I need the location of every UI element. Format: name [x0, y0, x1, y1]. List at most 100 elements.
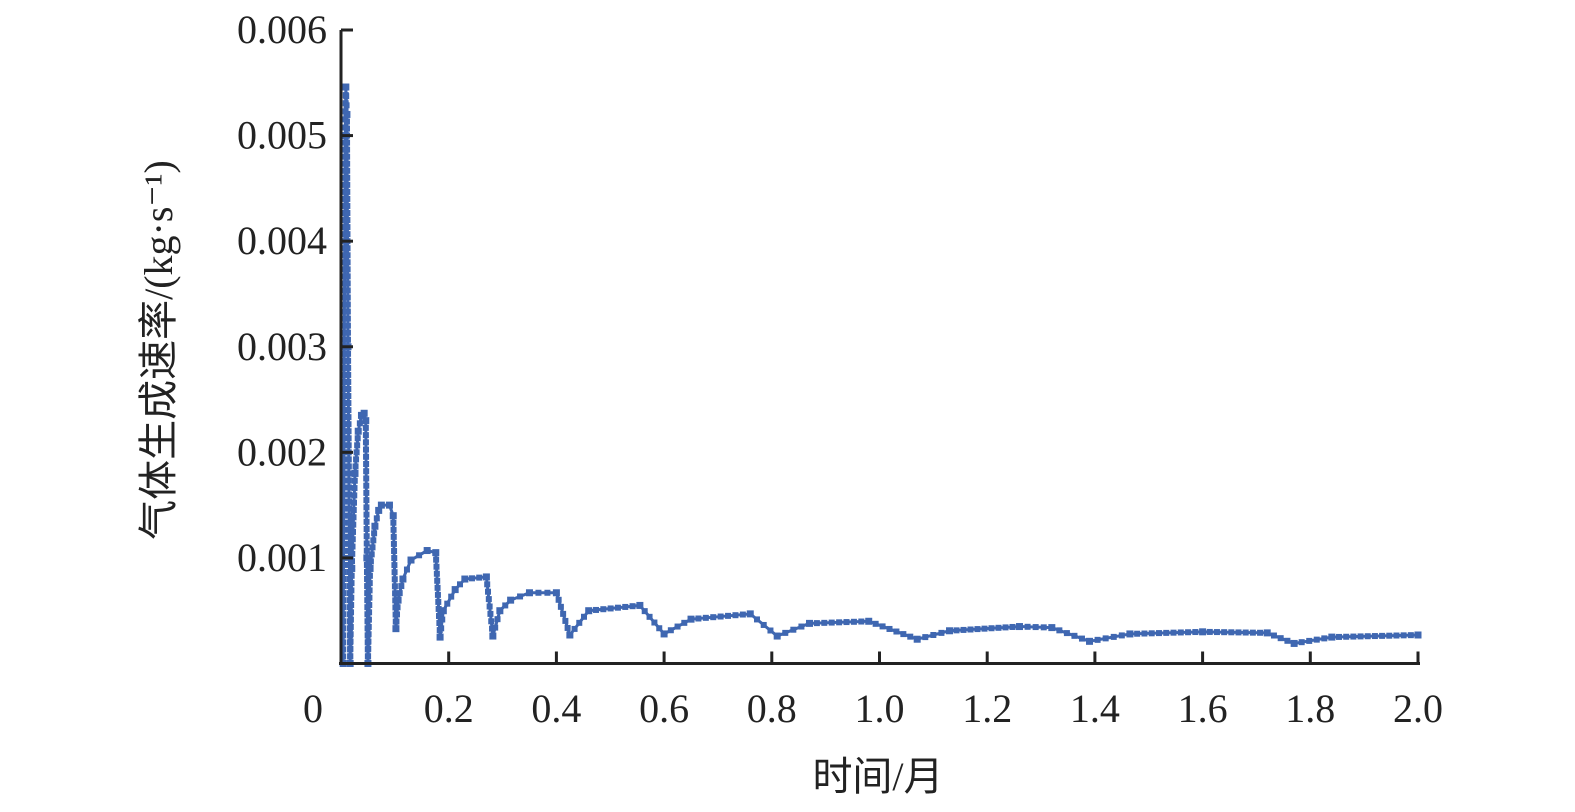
- series-marker: [391, 576, 398, 583]
- series-marker: [365, 645, 372, 652]
- series-marker: [341, 287, 348, 294]
- data-point: [496, 607, 504, 615]
- series-marker: [717, 613, 724, 620]
- series-marker: [345, 393, 352, 400]
- series-marker: [651, 619, 658, 626]
- series-marker: [502, 602, 509, 609]
- series-marker: [725, 612, 732, 619]
- data-point: [1016, 623, 1024, 631]
- series-marker: [343, 93, 350, 100]
- data-point: [1328, 633, 1336, 641]
- series-marker: [356, 420, 363, 427]
- series-marker: [340, 470, 347, 477]
- series-marker: [345, 484, 352, 491]
- series-marker: [344, 329, 351, 336]
- series-marker: [341, 301, 348, 308]
- series-marker: [347, 616, 354, 623]
- series-marker: [607, 605, 614, 612]
- series-marker: [930, 631, 937, 638]
- series-marker: [371, 530, 378, 537]
- series-marker: [340, 505, 347, 512]
- series-marker: [344, 315, 351, 322]
- series-marker: [843, 619, 850, 626]
- data-point: [451, 586, 459, 594]
- series-marker: [345, 357, 352, 364]
- series-marker: [340, 498, 347, 505]
- series-marker: [340, 576, 347, 583]
- series-marker: [373, 515, 380, 522]
- series-marker: [365, 616, 372, 623]
- series-marker: [886, 625, 893, 632]
- data-point: [371, 522, 379, 530]
- series-marker: [341, 371, 348, 378]
- series-marker: [1298, 639, 1305, 646]
- series-marker: [340, 463, 347, 470]
- series-marker: [813, 620, 820, 627]
- series-marker: [1063, 630, 1070, 637]
- series-marker: [435, 605, 442, 612]
- series-marker: [363, 540, 370, 547]
- series-marker: [345, 463, 352, 470]
- series-marker: [1249, 629, 1256, 636]
- series-marker: [485, 596, 492, 603]
- series-marker: [790, 626, 797, 633]
- data-point: [805, 619, 813, 627]
- series-marker: [366, 587, 373, 594]
- series-marker: [341, 364, 348, 371]
- series-marker: [393, 618, 400, 625]
- series-marker: [350, 514, 357, 521]
- series-marker: [434, 584, 441, 591]
- series-marker: [365, 638, 372, 645]
- series-marker: [392, 590, 399, 597]
- series-marker: [544, 589, 551, 596]
- series-marker: [695, 615, 702, 622]
- series-marker: [354, 442, 361, 449]
- series-marker: [345, 385, 352, 392]
- series-marker: [390, 533, 397, 540]
- data-point: [482, 573, 490, 581]
- series-marker: [346, 533, 353, 540]
- data-point: [585, 607, 593, 615]
- series-marker: [341, 378, 348, 385]
- series-marker: [1141, 630, 1148, 637]
- data-point: [552, 589, 560, 597]
- series-marker: [343, 118, 350, 125]
- series-marker: [346, 505, 353, 512]
- series-marker: [681, 619, 688, 626]
- series-marker: [363, 482, 370, 489]
- data-point: [436, 633, 444, 641]
- series-marker: [476, 574, 483, 581]
- y-tick-label: 0.001: [237, 535, 327, 580]
- series-marker: [1357, 633, 1364, 640]
- series-marker: [436, 612, 443, 619]
- series-marker: [416, 552, 423, 559]
- series-marker: [434, 577, 441, 584]
- series-marker: [345, 414, 352, 421]
- series-marker: [340, 533, 347, 540]
- series-marker: [363, 518, 370, 525]
- series-marker: [872, 620, 879, 627]
- series-marker: [702, 614, 709, 621]
- series-marker: [674, 623, 681, 630]
- data-point: [389, 512, 397, 520]
- series-marker: [344, 308, 351, 315]
- series-marker: [340, 484, 347, 491]
- series-marker: [1094, 636, 1101, 643]
- series-marker: [1163, 629, 1170, 636]
- series-marker: [390, 519, 397, 526]
- series-marker: [341, 393, 348, 400]
- series-marker: [850, 618, 857, 625]
- series-marker: [351, 499, 358, 506]
- series-marker: [995, 624, 1002, 631]
- series-marker: [486, 603, 493, 610]
- series-marker: [960, 626, 967, 633]
- series-marker: [879, 623, 886, 630]
- series-marker: [1313, 636, 1320, 643]
- series-marker: [1071, 632, 1078, 639]
- series-marker: [351, 477, 358, 484]
- series-marker: [753, 616, 760, 623]
- data-point: [363, 554, 371, 562]
- series-marker: [782, 629, 789, 636]
- series-marker: [391, 562, 398, 569]
- series-marker: [1134, 630, 1141, 637]
